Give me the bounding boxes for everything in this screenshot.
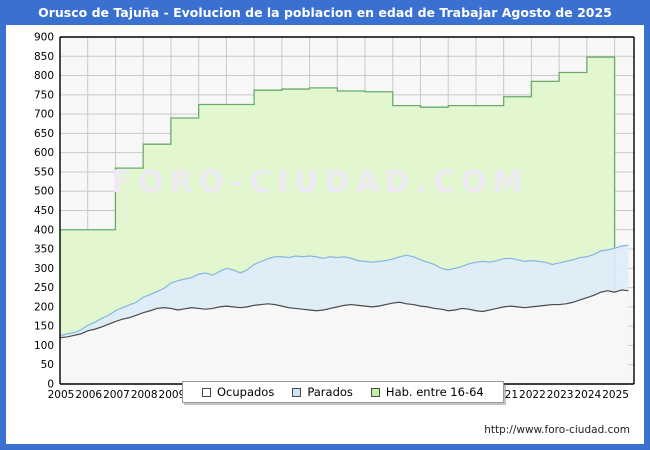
- svg-text:500: 500: [34, 186, 54, 198]
- legend-label-ocupados: Ocupados: [217, 385, 275, 399]
- legend-item-ocupados[interactable]: Ocupados: [202, 385, 274, 399]
- legend-label-parados: Parados: [307, 385, 353, 399]
- legend-swatch-habitantes: [370, 387, 380, 397]
- svg-text:750: 750: [34, 89, 54, 101]
- legend-swatch-parados: [292, 387, 302, 397]
- svg-text:2024: 2024: [574, 389, 601, 401]
- svg-text:300: 300: [34, 263, 54, 275]
- legend-item-habitantes[interactable]: Hab. entre 16-64: [370, 385, 484, 399]
- legend-label-habitantes: Hab. entre 16-64: [385, 385, 484, 399]
- svg-text:2022: 2022: [519, 389, 546, 401]
- source-url[interactable]: http://www.foro-ciudad.com: [484, 424, 630, 436]
- svg-text:250: 250: [34, 282, 54, 294]
- svg-text:350: 350: [34, 244, 54, 256]
- legend-swatch-ocupados: [202, 387, 211, 397]
- svg-text:900: 900: [34, 32, 54, 44]
- chart-canvas: 0 50 100 150 200 250 300 350 400 450 500 550 600 650 7…: [6, 25, 644, 444]
- svg-text:50: 50: [41, 359, 54, 371]
- population-chart: 0 50 100 150 200 250 300 350 400 450 500 550 600 650 7…: [34, 32, 635, 401]
- svg-text:700: 700: [34, 109, 54, 121]
- svg-text:550: 550: [34, 166, 54, 178]
- svg-text:600: 600: [34, 147, 54, 159]
- svg-text:100: 100: [34, 340, 54, 352]
- svg-text:2007: 2007: [103, 389, 130, 401]
- svg-text:2005: 2005: [48, 389, 75, 401]
- window-title-bar: Orusco de Tajuña - Evolucion de la pobla…: [0, 0, 650, 25]
- svg-text:2025: 2025: [602, 389, 629, 401]
- chart-legend: Ocupados Parados Hab. entre 16-64: [182, 381, 504, 403]
- legend-item-parados[interactable]: Parados: [292, 385, 353, 399]
- svg-text:0: 0: [47, 379, 54, 391]
- svg-text:150: 150: [34, 321, 54, 333]
- svg-text:800: 800: [34, 70, 54, 82]
- svg-text:200: 200: [34, 301, 54, 313]
- svg-text:2008: 2008: [131, 389, 158, 401]
- svg-text:450: 450: [34, 205, 54, 217]
- svg-text:650: 650: [34, 128, 54, 140]
- svg-text:2006: 2006: [75, 389, 102, 401]
- svg-text:2023: 2023: [547, 389, 574, 401]
- svg-text:400: 400: [34, 224, 54, 236]
- page-title: Orusco de Tajuña - Evolucion de la pobla…: [38, 5, 612, 20]
- svg-text:2009: 2009: [159, 389, 186, 401]
- svg-text:850: 850: [34, 51, 54, 63]
